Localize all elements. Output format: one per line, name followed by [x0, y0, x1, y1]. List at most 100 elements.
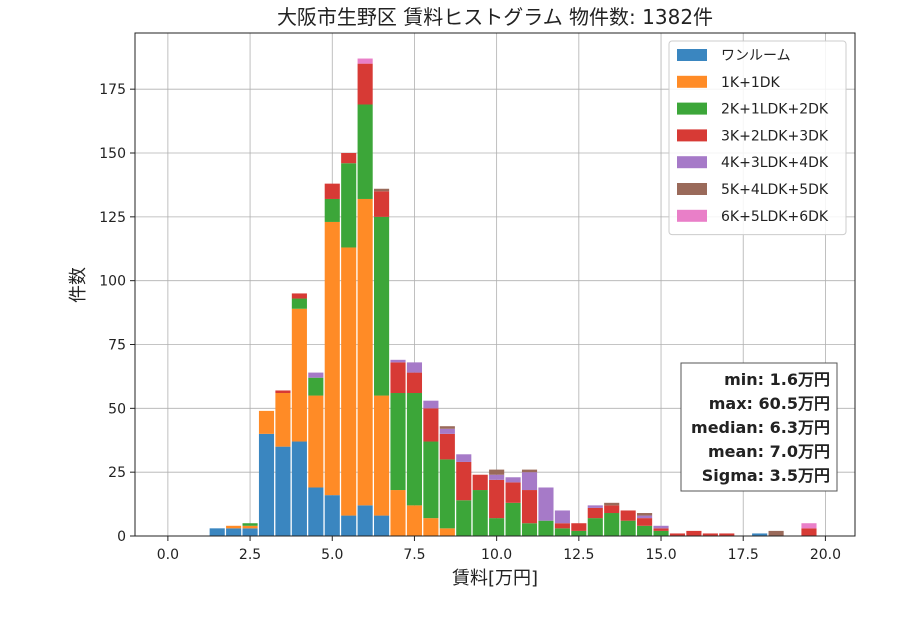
histogram-bar [258, 433, 275, 536]
x-tick-label: 5.0 [321, 547, 343, 563]
histogram-bar [653, 530, 669, 536]
legend-label: 1K+1DK [721, 75, 781, 91]
histogram-bar [390, 490, 406, 536]
legend-swatch [677, 129, 707, 142]
y-tick-label: 100 [99, 274, 126, 290]
y-tick-label: 0 [117, 529, 126, 545]
stats-box: min: 1.6万円 max: 60.5万円 median: 6.3万円 mean: … [680, 362, 838, 492]
histogram-bar [374, 515, 390, 536]
histogram-bar [587, 518, 603, 536]
stats-line: max: 60.5万円 [709, 394, 830, 413]
histogram-bar [505, 482, 521, 503]
stats-line: Sigma: 3.5万円 [702, 466, 830, 485]
histogram-bar [521, 490, 538, 524]
histogram-bar [521, 472, 538, 491]
histogram-bar [489, 518, 505, 536]
legend-swatch [677, 156, 707, 169]
histogram-bar [374, 188, 390, 192]
histogram-bar [439, 428, 455, 434]
histogram-bar [752, 533, 768, 536]
histogram-bar [324, 221, 340, 496]
histogram-bar [390, 359, 406, 363]
histogram-bar [768, 530, 784, 536]
legend-swatch [677, 183, 707, 195]
histogram-bar [406, 372, 423, 394]
legend-label: 5K+4LDK+5DK [721, 182, 829, 198]
stats-line: min: 1.6万円 [724, 370, 830, 389]
histogram-bar [374, 191, 390, 217]
histogram-bar [341, 163, 357, 248]
histogram-bar [291, 298, 307, 309]
plot-frame [134, 32, 856, 537]
x-tick-label: 7.5 [403, 547, 425, 563]
legend-box [668, 40, 847, 236]
histogram-bar [406, 393, 423, 506]
histogram-bar [669, 533, 686, 536]
histogram-bar [489, 479, 505, 519]
histogram-bar [242, 525, 258, 529]
histogram-bar [242, 528, 258, 536]
histogram-bar [357, 63, 373, 105]
histogram-bar [554, 523, 570, 529]
y-tick-label: 150 [99, 146, 126, 162]
histogram-bar [324, 198, 340, 222]
stats-line: mean: 7.0万円 [708, 442, 830, 461]
histogram-bar [226, 528, 242, 536]
histogram-bar [209, 528, 225, 536]
histogram-bar [604, 513, 620, 536]
histogram-bar [357, 505, 373, 536]
histogram-bar [423, 441, 439, 519]
histogram-bar [489, 469, 505, 475]
bars [209, 58, 817, 536]
histogram-bar [275, 393, 291, 447]
histogram-bar [456, 461, 472, 501]
stats-line: median: 6.3万円 [691, 418, 830, 437]
histogram-bar [620, 520, 636, 536]
histogram-bar [637, 515, 653, 519]
legend-label: 2K+1LDK+2DK [721, 102, 829, 118]
y-tick-label: 175 [99, 82, 126, 98]
histogram-bar [702, 533, 718, 536]
histogram-bar [291, 293, 307, 299]
histogram-bar [538, 520, 554, 536]
legend-label: 4K+3LDK+4DK [721, 155, 829, 171]
y-tick-label: 50 [108, 401, 126, 417]
chart-title: 大阪市生野区 賃料ヒストグラム 物件数: 1382件 [277, 5, 713, 29]
histogram-bar [242, 523, 258, 526]
histogram-bar [472, 474, 488, 491]
histogram-bar [308, 395, 324, 488]
histogram-bar [439, 528, 455, 536]
x-tick-label: 0.0 [157, 547, 179, 563]
x-tick-label: 10.0 [481, 547, 512, 563]
histogram-bar [341, 515, 357, 536]
histogram-bar [308, 377, 324, 396]
x-tick-label: 20.0 [810, 547, 841, 563]
histogram-bar [571, 530, 587, 536]
histogram-bar [587, 505, 603, 508]
histogram-bar [686, 530, 702, 536]
histogram-bar [374, 216, 390, 396]
histogram-bar [357, 198, 373, 506]
histogram-bar [456, 454, 472, 462]
histogram-bar [341, 153, 357, 164]
x-tick-label: 12.5 [563, 547, 594, 563]
y-axis: 0 25 50 75 100 125 150 175 [99, 82, 135, 545]
histogram-bar [439, 426, 455, 429]
histogram-bar [521, 469, 538, 473]
histogram-bar [521, 523, 538, 536]
histogram-bar [406, 362, 423, 373]
legend: ワンルーム 1K+1DK 2K+1LDK+2DK 3K+2LDK+3DK 4K+3LDK… [668, 40, 847, 236]
histogram-bar [423, 400, 439, 409]
histogram-bar [275, 390, 291, 394]
histogram-bar [554, 528, 570, 536]
histogram-bar [604, 502, 620, 506]
histogram-bar [620, 510, 636, 521]
histogram-bar [439, 459, 455, 529]
y-tick-label: 75 [108, 338, 126, 354]
histogram-bar [291, 441, 307, 536]
histogram-bar [275, 446, 291, 536]
histogram-bar [505, 502, 521, 536]
histogram-bar [226, 525, 242, 529]
histogram-bar [258, 410, 275, 434]
